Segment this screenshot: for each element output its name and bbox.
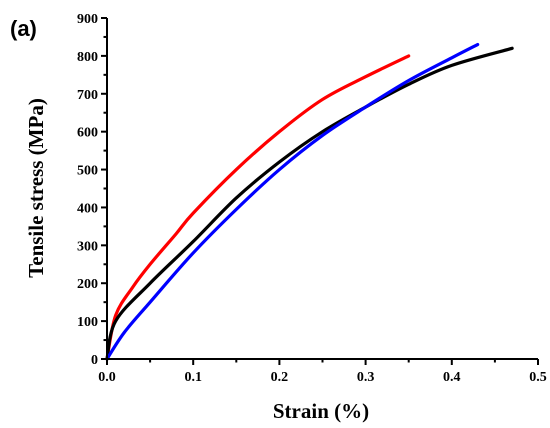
y-tick-label: 500 <box>77 164 98 179</box>
x-tick-label: 0.3 <box>357 370 375 385</box>
plot-area: 0.0 0.1 0.2 0.3 0.4 0.5 0 100 200 300 400 500 600 700… <box>77 12 547 385</box>
y-tick-label: 200 <box>77 277 98 292</box>
x-tick-label: 0.0 <box>98 370 116 385</box>
y-tick-label: 600 <box>77 126 98 141</box>
x-tick-label: 0.4 <box>443 370 461 385</box>
x-tick-label: 0.2 <box>271 370 289 385</box>
y-tick-label: 900 <box>77 12 98 27</box>
y-tick-label: 0 <box>91 353 98 368</box>
series-line-1 <box>105 54 411 361</box>
x-axis-title: Strain (%) <box>273 399 369 423</box>
y-tick-label: 800 <box>77 50 98 65</box>
series-line-2 <box>105 46 514 361</box>
panel-label: (a) <box>10 16 37 41</box>
x-tick-label: 0.5 <box>529 370 547 385</box>
y-tick-label: 100 <box>77 315 98 330</box>
y-tick-label: 400 <box>77 201 98 216</box>
y-tick-label: 700 <box>77 88 98 103</box>
y-tick-label: 300 <box>77 239 98 254</box>
x-tick-label: 0.1 <box>184 370 202 385</box>
y-axis-title: Tensile stress (MPa) <box>24 98 48 278</box>
series-line-3 <box>105 42 480 361</box>
